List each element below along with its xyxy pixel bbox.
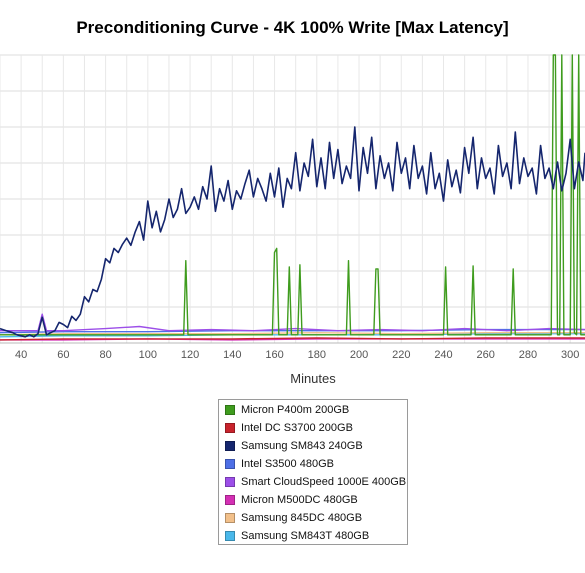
x-tick-label-180: 180 bbox=[308, 349, 326, 361]
legend-item-7[interactable]: Samsung SM843T 480GB bbox=[225, 528, 369, 544]
x-tick-label-260: 260 bbox=[477, 349, 495, 361]
x-tick-label-40: 40 bbox=[15, 349, 27, 361]
legend-swatch-5 bbox=[225, 495, 235, 505]
legend-label-2: Samsung SM843 240GB bbox=[241, 440, 363, 452]
legend-label-4: Smart CloudSpeed 1000E 400GB bbox=[241, 476, 407, 488]
x-tick-label-220: 220 bbox=[392, 349, 410, 361]
legend-label-7: Samsung SM843T 480GB bbox=[241, 530, 370, 542]
chart-title: Preconditioning Curve - 4K 100% Write [M… bbox=[76, 18, 509, 37]
legend-label-0: Micron P400m 200GB bbox=[241, 404, 350, 416]
series-line-4 bbox=[0, 313, 585, 332]
legend-label-1: Intel DC S3700 200GB bbox=[241, 422, 353, 434]
legend-swatch-2 bbox=[225, 441, 235, 451]
x-tick-label-140: 140 bbox=[223, 349, 241, 361]
legend-label-3: Intel S3500 480GB bbox=[241, 458, 334, 470]
x-tick-label-80: 80 bbox=[99, 349, 111, 361]
legend-swatch-3 bbox=[225, 459, 235, 469]
legend-item-2[interactable]: Samsung SM843 240GB bbox=[225, 438, 363, 454]
legend-swatch-6 bbox=[225, 513, 235, 523]
series-line-2 bbox=[0, 126, 585, 338]
x-tick-label-120: 120 bbox=[181, 349, 199, 361]
legend-item-3[interactable]: Intel S3500 480GB bbox=[225, 456, 334, 472]
legend-label-6: Samsung 845DC 480GB bbox=[241, 512, 363, 524]
legend-item-4[interactable]: Smart CloudSpeed 1000E 400GB bbox=[225, 474, 406, 490]
legend: Micron P400m 200GB Intel DC S3700 200GB Sa… bbox=[218, 399, 408, 545]
x-tick-label-200: 200 bbox=[350, 349, 368, 361]
x-axis-label: Minutes bbox=[290, 371, 336, 386]
legend-item-6[interactable]: Samsung 845DC 480GB bbox=[225, 510, 362, 526]
legend-item-5[interactable]: Micron M500DC 480GB bbox=[225, 492, 358, 508]
series-line-5 bbox=[0, 338, 585, 341]
legend-swatch-0 bbox=[225, 405, 235, 415]
x-tick-label-160: 160 bbox=[265, 349, 283, 361]
legend-label-5: Micron M500DC 480GB bbox=[241, 494, 358, 506]
legend-swatch-7 bbox=[225, 531, 235, 541]
series-line-0 bbox=[0, 54, 585, 336]
legend-item-1[interactable]: Intel DC S3700 200GB bbox=[225, 420, 353, 436]
legend-swatch-4 bbox=[225, 477, 235, 487]
legend-item-0[interactable]: Micron P400m 200GB bbox=[225, 402, 349, 418]
legend-swatch-1 bbox=[225, 423, 235, 433]
x-tick-label-300: 300 bbox=[561, 349, 579, 361]
x-tick-label-60: 60 bbox=[57, 349, 69, 361]
x-tick-label-280: 280 bbox=[519, 349, 537, 361]
x-tick-label-100: 100 bbox=[139, 349, 157, 361]
x-tick-label-240: 240 bbox=[434, 349, 452, 361]
series-line-1 bbox=[0, 337, 585, 341]
